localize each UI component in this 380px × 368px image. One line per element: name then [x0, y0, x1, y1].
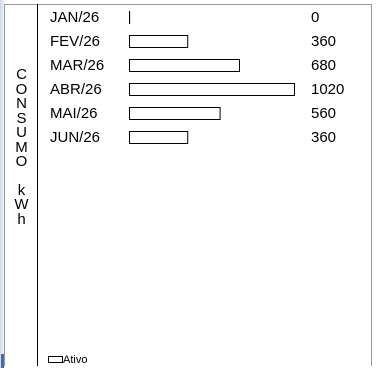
- y-axis-label-letter: S: [16, 109, 27, 127]
- bar: [129, 59, 240, 72]
- y-axis-label-letter: U: [16, 124, 27, 141]
- category-label: FEV/26: [50, 33, 100, 50]
- category-label: ABR/26: [50, 81, 102, 98]
- y-axis-label-letter: O: [15, 153, 28, 170]
- y-axis-label-letter: h: [17, 210, 26, 228]
- category-label: JAN/26: [50, 9, 99, 26]
- value-label: 0: [311, 9, 319, 26]
- y-axis-label-letter: N: [16, 95, 27, 112]
- bar: [129, 107, 221, 120]
- bar: [129, 83, 295, 96]
- category-label: MAR/26: [50, 57, 104, 74]
- value-label: 680: [311, 57, 336, 74]
- bar: [129, 35, 189, 48]
- category-label: MAI/26: [50, 105, 98, 122]
- window-edge-decoration: [0, 0, 6, 368]
- category-label: JUN/26: [50, 129, 100, 146]
- legend-label: Ativo: [63, 354, 87, 366]
- legend-swatch: [48, 356, 63, 363]
- y-axis-label-letter: k: [17, 181, 26, 199]
- y-axis-label-letter: O: [15, 80, 28, 98]
- y-axis-label-letter: M: [15, 138, 28, 156]
- value-label: 1020: [311, 81, 344, 98]
- value-label: 360: [311, 33, 336, 50]
- value-label: 360: [311, 129, 336, 146]
- chart-frame: [4, 4, 372, 366]
- y-axis-label-letter: W: [14, 196, 29, 213]
- value-label: 560: [311, 105, 336, 122]
- y-axis-label-letter: C: [16, 66, 27, 83]
- bar: [129, 131, 189, 144]
